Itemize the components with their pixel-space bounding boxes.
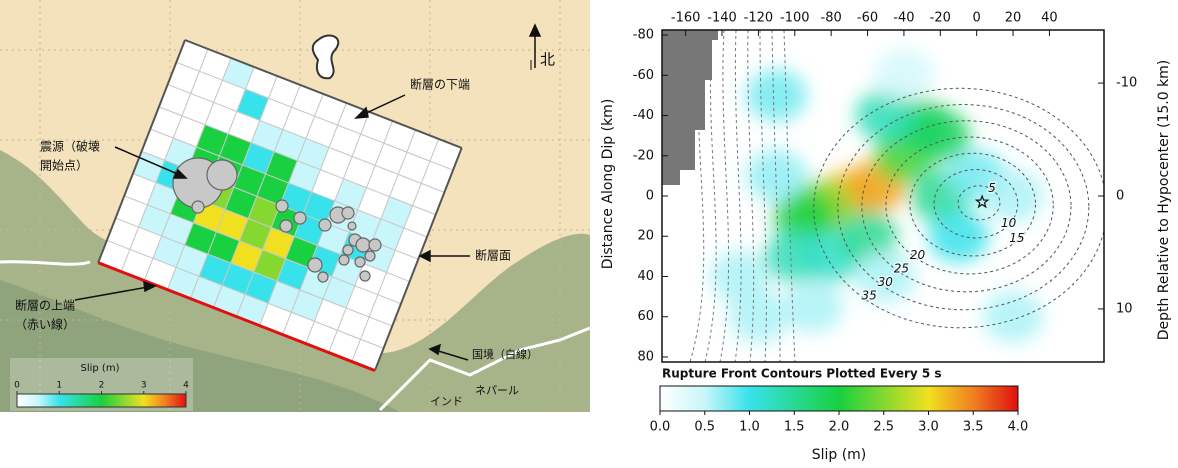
x-tick-label: -160: [671, 11, 701, 26]
x-tick-label: -60: [857, 11, 878, 26]
contour-label: 25: [894, 262, 909, 276]
colorbar-tick-label: 2.0: [829, 420, 850, 435]
y-tick-label: -60: [633, 68, 654, 83]
colorbar-tick-label: 0.5: [694, 420, 715, 435]
colorbar-tick-label: 1.5: [784, 420, 805, 435]
y2-tick-label: 10: [1116, 301, 1133, 316]
colorbar-tick-label: 3.0: [918, 420, 939, 435]
colorbar-tick-label: 0.0: [650, 420, 671, 435]
y-tick-label: -20: [633, 148, 654, 163]
colorbar-tick-label: 3: [141, 381, 147, 391]
x-tick-label: -120: [744, 11, 774, 26]
annotation: 断層の上端: [15, 298, 75, 313]
contour-label: 20: [910, 248, 926, 262]
colorbar-tick-label: 4.0: [1008, 420, 1029, 435]
slip-patch: [747, 69, 807, 121]
y-tick-label: 20: [637, 229, 654, 244]
slip-patch: [983, 170, 1043, 222]
x-tick-label: -80: [821, 11, 842, 26]
contour-label: 15: [1009, 231, 1024, 245]
y-tick-label: 40: [637, 269, 654, 284]
x-tick-label: 40: [1041, 11, 1058, 26]
y-axis-title: Distance Along Dip (km): [600, 99, 616, 270]
contour-label: 30: [878, 275, 894, 289]
colorbar-tick-label: 3.5: [963, 420, 984, 435]
annotation: 震源（破壊: [40, 139, 100, 154]
y-tick-label: 0: [646, 189, 654, 204]
slip-patch: [874, 49, 934, 101]
slip-patch: [728, 291, 788, 343]
colorbar: [660, 386, 1018, 411]
annotation: （赤い線）: [15, 317, 75, 332]
slip-patch: [983, 291, 1043, 343]
annotation: 断層面: [475, 248, 511, 263]
colorbar-tick-label: 1: [56, 381, 62, 391]
colorbar: [17, 394, 186, 407]
colorbar-label: Slip (m): [812, 447, 867, 463]
map-panel: 北 断層の下端 震源（破壊 開始点） 断層面 断層の上端 （赤い線） 国境（白線…: [0, 0, 590, 412]
colorbar-label: Slip (m): [81, 363, 120, 374]
caption: Rupture Front Contours Plotted Every 5 s: [662, 367, 942, 381]
annotation: 断層の下端: [410, 77, 470, 92]
annotation: 開始点）: [40, 159, 88, 173]
contour-label: 35: [862, 288, 877, 302]
y2-axis-title: Depth Relative to Hypocenter (15.0 km): [1156, 60, 1172, 341]
figure: 北 断層の下端 震源（破壊 開始点） 断層面 断層の上端 （赤い線） 国境（白線…: [0, 0, 1178, 468]
north-label: 北: [540, 51, 555, 69]
colorbar-tick-label: 2.5: [873, 420, 894, 435]
contour-label: 5: [988, 181, 996, 195]
contour-label: 10: [1001, 216, 1017, 230]
x-tick-label: 20: [1005, 11, 1022, 26]
x-tick-label: -40: [893, 11, 914, 26]
x-tick-label: -140: [707, 11, 737, 26]
annotation: ネパール: [475, 384, 519, 397]
colorbar-tick-label: 2: [99, 381, 105, 391]
y-tick-label: -40: [633, 108, 654, 123]
colorbar-tick-label: 4: [183, 381, 189, 391]
y-tick-label: 80: [637, 349, 654, 364]
colorbar-tick-label: 1.0: [739, 420, 760, 435]
y-tick-label: 60: [637, 309, 654, 324]
y2-tick-label: 0: [1116, 189, 1124, 204]
y-tick-label: -80: [633, 28, 654, 43]
x-tick-label: -20: [930, 11, 951, 26]
annotation: インド: [430, 395, 463, 408]
x-tick-label: 0: [973, 11, 981, 26]
annotation: 国境（白線）: [472, 347, 538, 361]
colorbar-tick-label: 0: [14, 381, 20, 391]
x-tick-label: -100: [780, 11, 810, 26]
y2-tick-label: -10: [1116, 76, 1137, 91]
